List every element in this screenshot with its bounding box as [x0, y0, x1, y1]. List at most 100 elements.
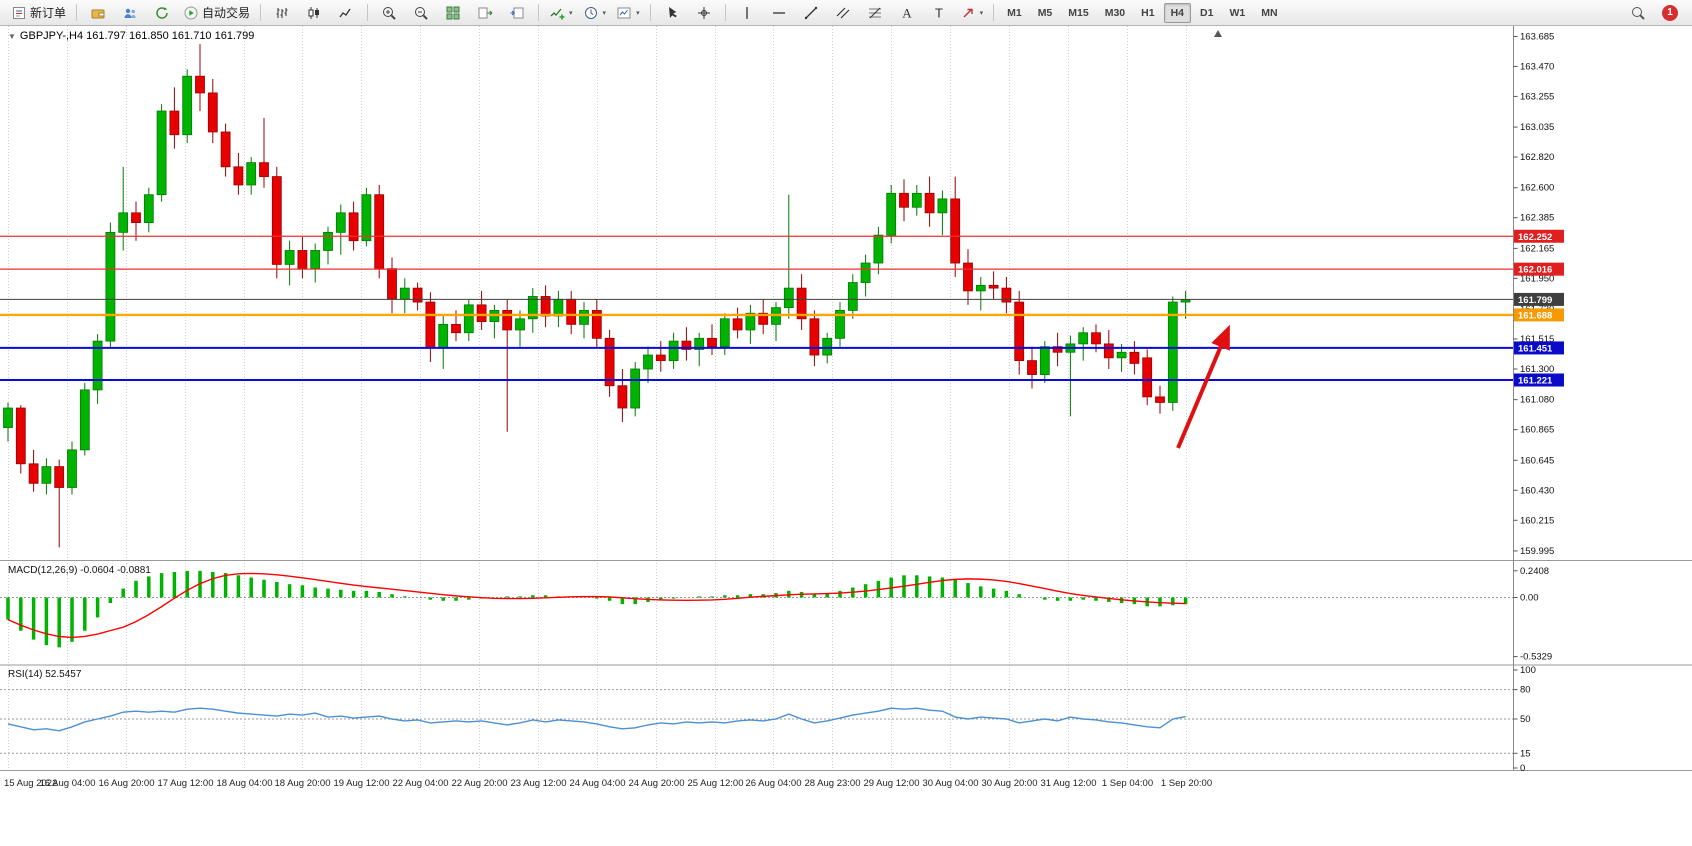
candle	[975, 284, 986, 292]
trend-arrow-annotation[interactable]	[1176, 324, 1230, 449]
channel-tool-button[interactable]	[827, 1, 859, 24]
zoom-in-button[interactable]	[373, 1, 405, 24]
hline-tool-button[interactable]	[763, 1, 795, 24]
auto-trading-button[interactable]: 自动交易	[178, 1, 255, 24]
candle	[847, 282, 858, 311]
label-tool-button[interactable]: T	[923, 1, 955, 24]
users-icon	[124, 8, 136, 18]
auto-scroll-button[interactable]	[469, 1, 501, 24]
candle	[937, 198, 948, 214]
zoom-out-button[interactable]	[405, 1, 437, 24]
chart-shift-marker[interactable]	[1214, 30, 1222, 37]
candle	[502, 310, 513, 331]
price-axis-label: 163.685	[1520, 31, 1554, 42]
tile-windows-icon	[446, 6, 460, 19]
trendline-tool-button[interactable]	[795, 1, 827, 24]
templates-menu-button[interactable]: ▾	[611, 1, 645, 24]
cursor-tool-button[interactable]	[656, 1, 688, 24]
candle	[399, 287, 410, 300]
dropdown-caret-icon: ▾	[979, 9, 984, 17]
price-tag	[1514, 308, 1564, 322]
timeframe-M30[interactable]: M30	[1104, 6, 1126, 19]
candle	[131, 212, 141, 223]
candle	[156, 110, 167, 196]
dropdown-caret-icon: ▾	[636, 9, 640, 17]
candle	[681, 340, 692, 350]
price-tag-label: 162.252	[1518, 232, 1552, 243]
time-axis-label: 29 Aug 12:00	[864, 778, 920, 789]
candle	[348, 212, 359, 242]
market-watch-button[interactable]	[82, 1, 114, 24]
bar-chart-mode-button[interactable]	[266, 1, 298, 24]
timeframe-H1[interactable]: H1	[1141, 6, 1155, 19]
new-order-button[interactable]: 新订单	[6, 1, 71, 24]
tile-windows-button[interactable]	[437, 1, 469, 24]
text-tool-button[interactable]: A	[891, 1, 923, 24]
time-axis-label: 19 Aug 12:00	[334, 778, 390, 789]
candle	[246, 162, 257, 186]
toolbar-separator	[649, 4, 651, 21]
indicators-menu-button[interactable]: ▾	[544, 1, 578, 24]
rsi-axis-label: 80	[1520, 685, 1531, 696]
notifications-badge[interactable]: 1	[1662, 4, 1678, 21]
candle	[643, 354, 653, 370]
periods-menu-button[interactable]: ▾	[578, 1, 612, 24]
price-axis-label: 162.385	[1520, 213, 1554, 224]
candle	[41, 466, 52, 484]
price-tag-label: 161.451	[1518, 343, 1553, 354]
candle	[310, 250, 321, 270]
chart-shift-button[interactable]	[501, 1, 533, 24]
candle	[284, 250, 295, 265]
search-button[interactable]	[1622, 1, 1654, 24]
candle	[783, 287, 794, 309]
candle	[1155, 396, 1165, 403]
candle	[1078, 332, 1089, 345]
price-axis-label: 161.300	[1520, 364, 1554, 375]
candle	[566, 298, 577, 325]
rsi-line	[7, 707, 1186, 732]
time-axis-label: 18 Aug 04:00	[217, 778, 273, 789]
candle	[1091, 332, 1101, 345]
candle	[438, 323, 449, 349]
candle-chart-mode-button[interactable]	[298, 1, 330, 24]
time-axis-label: 1 Sep 20:00	[1161, 778, 1212, 789]
candle	[1052, 346, 1063, 353]
timeframe-H4[interactable]: H4	[1163, 2, 1192, 23]
vline-tool-button[interactable]	[731, 1, 763, 24]
time-axis-label: 24 Aug 04:00	[570, 778, 626, 789]
symbol-ohlc-text: GBPJPY-,H4 161.797 161.850 161.710 161.7…	[19, 30, 255, 42]
oneclick-trading-expander-icon[interactable]: ▼	[8, 31, 16, 41]
candle	[92, 340, 103, 391]
candle	[886, 192, 897, 236]
arrows-tool-button[interactable]: ▾	[955, 1, 989, 24]
timeframe-MN[interactable]: MN	[1261, 6, 1278, 19]
new-order-button-label: 新订单	[30, 6, 67, 20]
price-tag	[1514, 292, 1564, 306]
line-chart-mode-button[interactable]	[330, 1, 362, 24]
toolbar-separator	[260, 4, 262, 21]
timeframe-D1[interactable]: D1	[1200, 6, 1214, 19]
candle	[515, 318, 525, 331]
macd-title: MACD(12,26,9) -0.0604 -0.0881	[8, 565, 151, 576]
price-axis-label: 159.995	[1520, 546, 1554, 557]
time-axis-label: 23 Aug 12:00	[511, 778, 567, 789]
refresh-icon	[156, 6, 168, 19]
fibonacci-tool-button[interactable]	[859, 1, 891, 24]
candle	[527, 296, 538, 320]
templates-icon	[617, 7, 631, 18]
toolbar-separator	[724, 4, 726, 21]
timeframe-M15[interactable]: M15	[1068, 6, 1089, 19]
crosshair-tool-button[interactable]	[688, 1, 720, 24]
dropdown-caret-icon: ▾	[602, 9, 607, 17]
price-axis-label: 161.950	[1520, 273, 1554, 284]
price-axis-label: 162.820	[1520, 152, 1554, 163]
refresh-button[interactable]	[146, 1, 178, 24]
timeframe-M1[interactable]: M1	[1007, 6, 1022, 19]
timeframe-W1[interactable]: W1	[1229, 6, 1246, 19]
autoscroll-icon	[478, 7, 493, 18]
community-button[interactable]	[114, 1, 146, 24]
candle	[79, 389, 90, 451]
time-axis-label: 30 Aug 20:00	[982, 778, 1038, 789]
timeframe-M5[interactable]: M5	[1037, 6, 1053, 19]
